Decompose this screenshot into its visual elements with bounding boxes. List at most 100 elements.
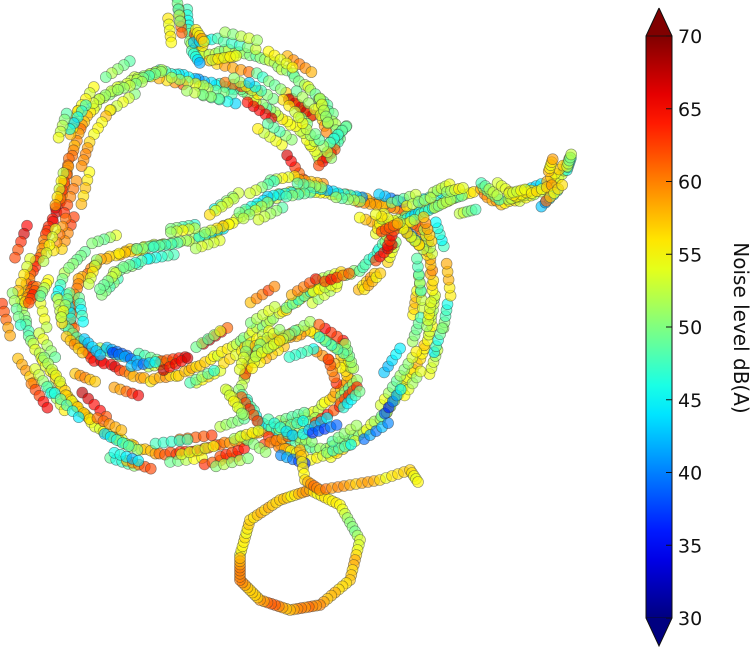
data-point	[391, 217, 404, 230]
data-point	[49, 199, 62, 211]
data-point	[274, 83, 287, 95]
data-point	[305, 66, 318, 78]
data-point	[286, 429, 299, 442]
data-point	[113, 247, 125, 260]
data-point	[37, 255, 50, 268]
data-point	[565, 148, 578, 161]
data-point	[115, 424, 128, 437]
colorbar-extend-bottom	[646, 618, 672, 646]
data-point	[76, 346, 89, 359]
data-point	[330, 191, 342, 204]
data-point	[100, 71, 112, 83]
data-point	[181, 352, 194, 364]
data-point	[75, 198, 88, 210]
data-point	[353, 385, 366, 398]
data-point	[322, 116, 334, 129]
data-point	[268, 280, 281, 293]
data-point	[72, 411, 85, 424]
data-point	[89, 375, 101, 388]
data-point	[350, 419, 363, 432]
colorbar: 30 35 40 45 50 55 60 65 70 Noise level dB(A)	[645, 7, 753, 648]
data-point	[203, 208, 216, 221]
data-point	[313, 331, 326, 344]
data-point	[345, 438, 357, 451]
scatter-points	[0, 0, 578, 616]
data-point	[410, 345, 423, 358]
data-point	[233, 363, 246, 376]
data-point	[55, 311, 68, 324]
data-point	[322, 353, 335, 366]
data-point	[414, 365, 427, 378]
data-point	[259, 446, 272, 458]
data-point	[280, 190, 293, 203]
data-point	[273, 334, 286, 347]
data-point	[412, 476, 424, 488]
data-point	[469, 203, 482, 216]
data-point	[243, 77, 255, 89]
data-point	[34, 290, 47, 302]
data-point	[41, 401, 54, 414]
data-point	[251, 34, 263, 47]
data-point	[244, 187, 256, 199]
colorbar-tick-label: 70	[678, 26, 702, 48]
data-point	[147, 241, 160, 253]
data-point	[52, 131, 65, 144]
data-point	[22, 297, 35, 309]
data-point	[228, 72, 240, 84]
data-point	[132, 389, 145, 402]
data-point	[252, 213, 265, 226]
data-point	[117, 261, 130, 273]
data-point	[252, 424, 265, 437]
data-point	[411, 252, 423, 265]
data-point	[165, 36, 178, 49]
data-point	[417, 211, 430, 223]
data-point	[94, 283, 106, 295]
data-point	[457, 182, 469, 194]
data-point	[353, 211, 366, 224]
colorbar-tick-label: 60	[678, 172, 702, 194]
data-point	[242, 452, 254, 465]
data-point	[145, 462, 157, 475]
data-point	[14, 319, 27, 331]
colorbar-ticks: 30 35 40 45 50 55 60 65 70	[666, 26, 702, 630]
data-point	[122, 440, 135, 452]
colorbar-tick-label: 55	[678, 244, 702, 266]
data-point	[149, 356, 162, 368]
data-point	[214, 325, 226, 337]
data-point	[343, 267, 355, 280]
data-point	[75, 160, 88, 172]
data-point	[207, 440, 220, 453]
data-point	[373, 188, 385, 201]
data-point	[313, 318, 325, 331]
data-point	[261, 117, 274, 130]
data-point	[234, 552, 246, 564]
data-point	[4, 329, 16, 342]
colorbar-tick-label: 40	[678, 463, 702, 485]
data-point	[291, 177, 304, 190]
data-point	[181, 433, 194, 446]
data-point	[330, 419, 343, 431]
data-point	[246, 362, 258, 375]
data-point	[208, 364, 220, 377]
colorbar-tick-label: 35	[678, 535, 702, 557]
data-point	[546, 153, 559, 165]
data-point	[283, 351, 296, 363]
colorbar-extend-top	[646, 8, 672, 36]
scatter-plot	[0, 0, 578, 616]
data-point	[199, 226, 211, 239]
data-point	[165, 226, 177, 239]
data-point	[198, 35, 210, 48]
data-point	[176, 26, 188, 39]
colorbar-tick-label: 50	[678, 317, 702, 339]
data-point	[9, 251, 21, 264]
data-point	[165, 71, 178, 84]
data-point	[230, 49, 242, 62]
data-point	[194, 57, 206, 69]
data-point	[181, 84, 193, 97]
data-point	[436, 322, 448, 335]
colorbar-tick-label: 30	[678, 608, 702, 630]
data-point	[268, 301, 281, 313]
data-point	[297, 415, 309, 427]
data-point	[63, 261, 75, 274]
data-point	[440, 257, 453, 270]
